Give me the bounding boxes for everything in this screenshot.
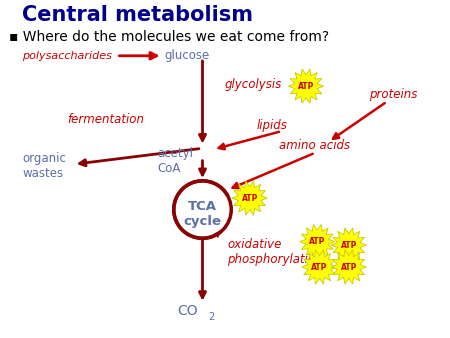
Polygon shape: [288, 69, 324, 103]
Text: acetyl
CoA: acetyl CoA: [158, 147, 194, 174]
Text: amino acids: amino acids: [279, 139, 350, 152]
Text: ATP: ATP: [309, 237, 325, 246]
Text: ▪ Where do the molecules we eat come from?: ▪ Where do the molecules we eat come fro…: [9, 30, 329, 44]
Text: Central metabolism: Central metabolism: [22, 5, 253, 25]
Text: cycle: cycle: [184, 215, 221, 228]
Text: glucose: glucose: [164, 49, 210, 62]
Polygon shape: [331, 250, 366, 284]
Text: proteins: proteins: [369, 88, 417, 101]
Text: lipids: lipids: [256, 119, 288, 131]
Text: ATP: ATP: [341, 241, 357, 249]
Text: ATP: ATP: [341, 263, 357, 271]
Polygon shape: [331, 228, 366, 262]
Text: CO: CO: [178, 304, 198, 318]
Text: ATP: ATP: [242, 194, 258, 202]
Text: ATP: ATP: [298, 82, 314, 91]
Polygon shape: [300, 224, 335, 259]
Text: TCA: TCA: [188, 200, 217, 213]
Text: oxidative
phosphorylation: oxidative phosphorylation: [227, 238, 323, 266]
Polygon shape: [232, 181, 267, 215]
Text: ATP: ATP: [311, 263, 328, 271]
Text: 2: 2: [208, 312, 214, 322]
Text: organic
wastes: organic wastes: [22, 152, 67, 179]
Text: polysaccharides: polysaccharides: [22, 51, 112, 61]
Text: fermentation: fermentation: [68, 114, 144, 126]
Polygon shape: [302, 250, 337, 284]
Text: glycolysis: glycolysis: [225, 78, 282, 91]
